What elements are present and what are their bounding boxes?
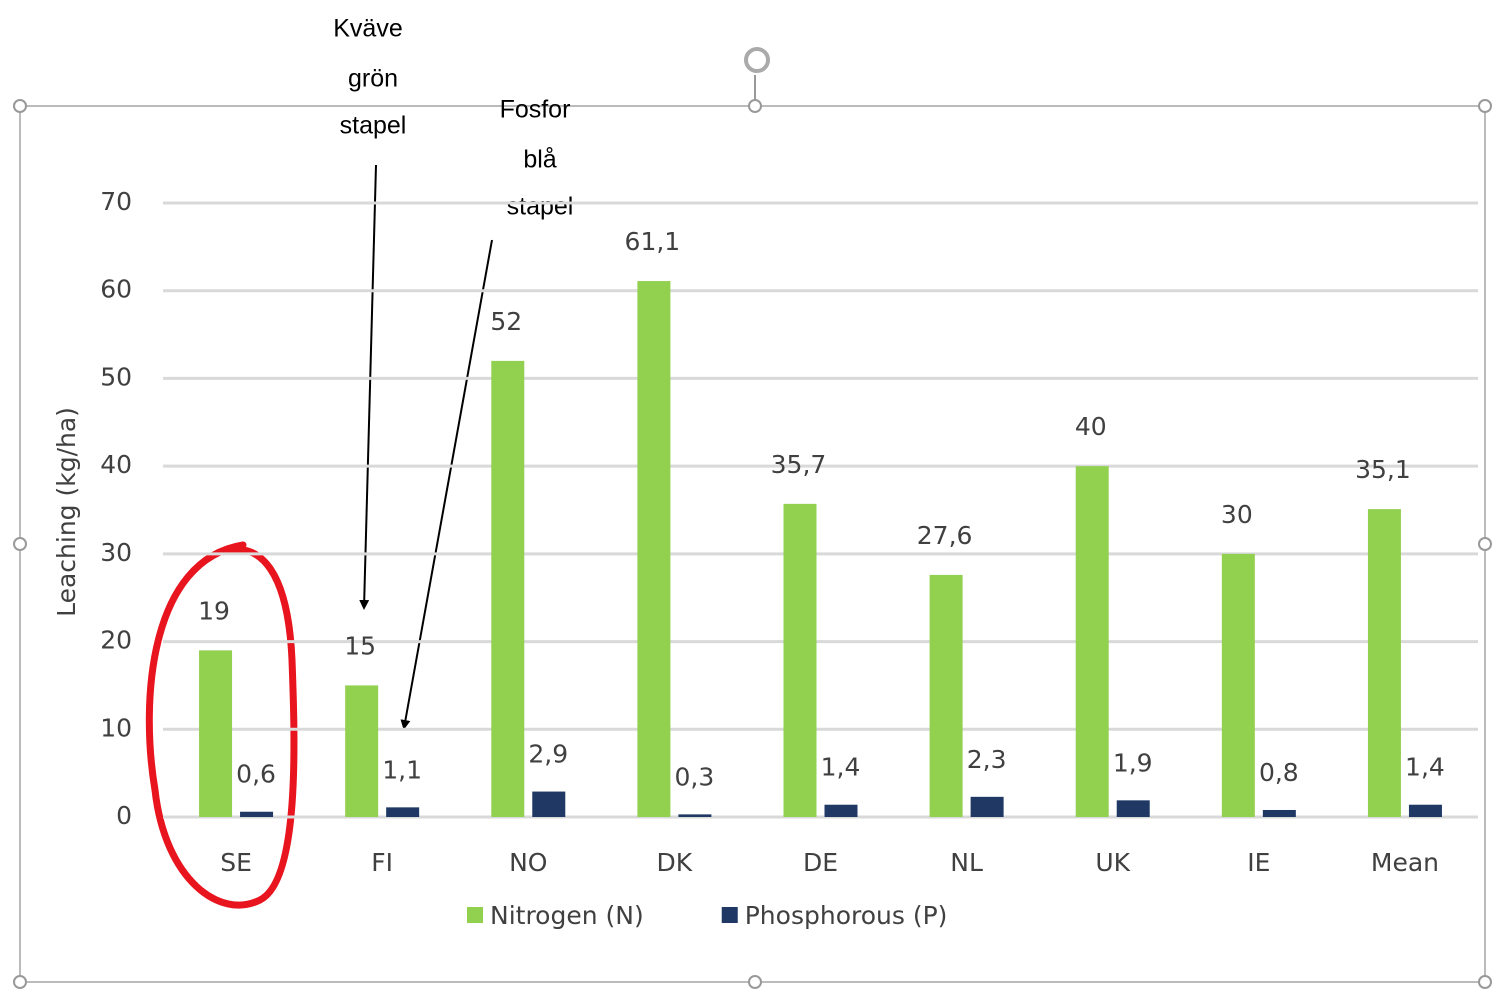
annotation-text: stapel bbox=[507, 193, 574, 221]
value-label: 30 bbox=[1221, 500, 1253, 529]
x-tick-label: NO bbox=[509, 848, 547, 877]
x-tick-label: NL bbox=[950, 848, 983, 877]
legend-swatch bbox=[467, 907, 483, 923]
legend-swatch bbox=[721, 907, 738, 923]
y-tick-label: 30 bbox=[100, 538, 132, 567]
value-label: 35,1 bbox=[1355, 455, 1411, 484]
y-tick-label: 20 bbox=[100, 626, 132, 655]
y-tick-label: 0 bbox=[116, 801, 132, 830]
annotation-text: blå bbox=[523, 146, 556, 174]
legend-label: Phosphorous (P) bbox=[745, 901, 948, 930]
bar bbox=[1116, 800, 1150, 817]
value-label: 52 bbox=[490, 307, 522, 336]
value-label: 35,7 bbox=[771, 450, 827, 479]
selection-frame bbox=[13, 47, 1492, 989]
bar bbox=[345, 685, 379, 817]
bar bbox=[1408, 804, 1442, 817]
bar bbox=[386, 807, 420, 817]
value-label: 2,3 bbox=[967, 745, 1007, 774]
x-tick-label: SE bbox=[220, 848, 252, 877]
y-tick-label: 10 bbox=[100, 713, 132, 742]
value-label: 0,8 bbox=[1259, 758, 1299, 787]
annotation-title: Fosfor bbox=[500, 96, 571, 124]
x-tick-label: FI bbox=[371, 848, 393, 877]
bar bbox=[637, 281, 671, 818]
value-label: 27,6 bbox=[917, 521, 973, 550]
bar bbox=[199, 650, 233, 817]
value-label: 1,9 bbox=[1113, 748, 1153, 777]
bar bbox=[970, 796, 1004, 817]
y-tick-label: 40 bbox=[100, 450, 132, 479]
y-tick-label: 50 bbox=[100, 362, 132, 391]
x-tick-label: DK bbox=[657, 848, 693, 877]
arrow bbox=[400, 239, 493, 730]
bar bbox=[929, 574, 963, 817]
value-label: 1,4 bbox=[1405, 753, 1445, 782]
bar bbox=[1075, 466, 1109, 817]
annotations: Kväve grön stapel Fosfor blå stapel bbox=[333, 15, 573, 221]
value-label: 0,3 bbox=[675, 762, 715, 791]
bar bbox=[783, 503, 817, 817]
value-label: 2,9 bbox=[528, 740, 568, 769]
bar bbox=[491, 360, 525, 817]
x-tick-label: IE bbox=[1247, 848, 1270, 877]
x-tick-label: Mean bbox=[1371, 848, 1439, 877]
value-label: 1,1 bbox=[382, 755, 422, 784]
value-label: 61,1 bbox=[625, 227, 681, 256]
value-label: 0,6 bbox=[236, 760, 276, 789]
bar bbox=[1367, 509, 1401, 817]
annotation-text: grön bbox=[348, 65, 398, 93]
bar bbox=[824, 804, 858, 817]
value-label: 19 bbox=[198, 596, 230, 625]
bar bbox=[1262, 809, 1296, 817]
bar bbox=[1221, 553, 1255, 817]
y-tick-label: 60 bbox=[100, 275, 132, 304]
bar bbox=[240, 811, 274, 817]
value-label: 40 bbox=[1075, 412, 1107, 441]
y-tick-label: 70 bbox=[100, 187, 132, 216]
arrow bbox=[359, 164, 377, 610]
x-tick-label: UK bbox=[1095, 848, 1130, 877]
y-axis-label: Leaching (kg/ha) bbox=[52, 407, 81, 617]
legend-label: Nitrogen (N) bbox=[490, 901, 644, 930]
bar bbox=[532, 791, 566, 817]
value-label: 1,4 bbox=[821, 753, 861, 782]
annotation-title: Kväve bbox=[333, 15, 402, 43]
value-label: 15 bbox=[344, 631, 376, 660]
highlight-circle bbox=[145, 541, 298, 909]
x-tick-label: DE bbox=[803, 848, 838, 877]
bar bbox=[678, 814, 712, 817]
annotation-text: stapel bbox=[340, 112, 407, 140]
